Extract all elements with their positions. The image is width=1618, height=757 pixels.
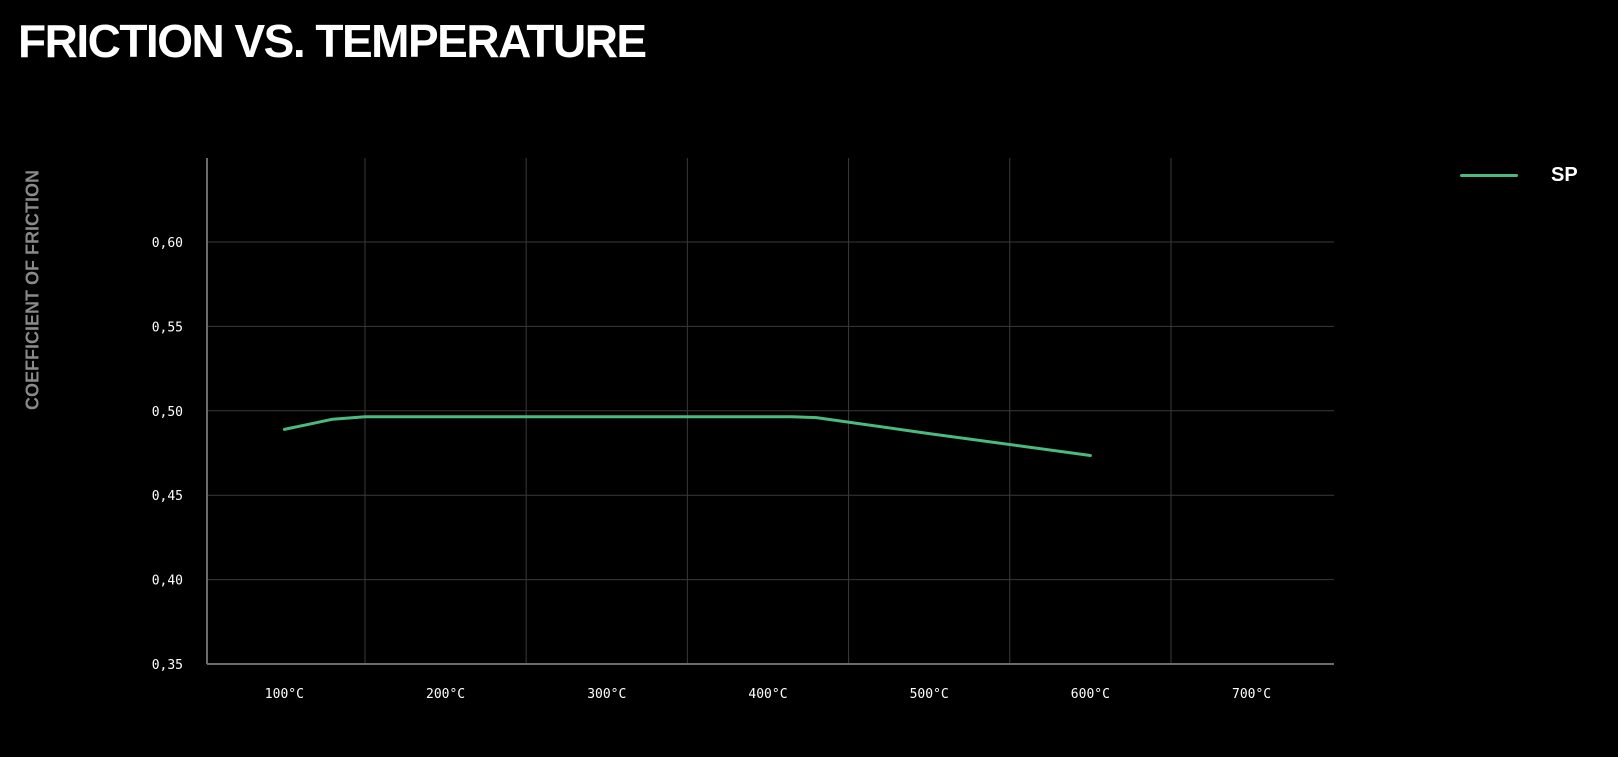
y-tick-label: 0,45: [152, 489, 183, 504]
y-tick-label: 0,50: [152, 405, 183, 420]
x-tick-label: 100°C: [265, 687, 304, 702]
y-tick-label: 0,35: [152, 658, 183, 673]
x-tick-label: 300°C: [587, 687, 626, 702]
x-tick-label: 200°C: [426, 687, 465, 702]
legend-swatch-sp: [1460, 174, 1518, 177]
series-line-sp: [282, 415, 1092, 457]
chart-title: FRICTION VS. TEMPERATURE: [18, 15, 647, 67]
legend-label-sp: SP: [1551, 164, 1578, 186]
y-tick-label: 0,60: [152, 236, 183, 251]
axes: [206, 158, 1334, 665]
x-tick-label: 700°C: [1232, 687, 1271, 702]
tick-labels: 0,60 0,55 0,50 0,45 0,40 0,35 100°C 200°C 300°C 4…: [152, 236, 1271, 702]
x-tick-label: 400°C: [748, 687, 787, 702]
x-tick-label: 600°C: [1071, 687, 1110, 702]
y-tick-label: 0,55: [152, 320, 183, 335]
x-tick-label: 500°C: [910, 687, 949, 702]
y-tick-label: 0,40: [152, 574, 183, 589]
grid-lines: [207, 158, 1334, 664]
series-lines: [282, 415, 1092, 457]
legend: SP: [1460, 164, 1578, 187]
